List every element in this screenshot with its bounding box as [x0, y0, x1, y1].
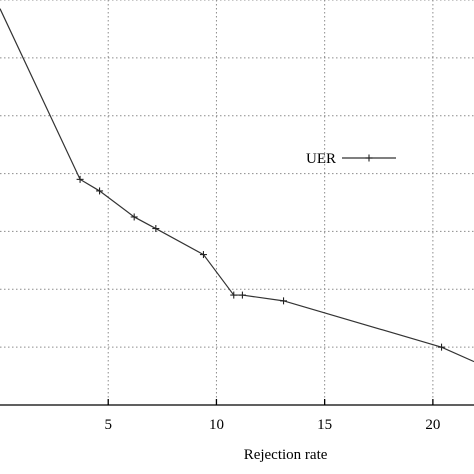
- series-layer: [0, 8, 474, 363]
- data-point-0-7: [238, 291, 246, 299]
- data-point-0-4: [152, 225, 160, 233]
- data-point-0-1: [76, 175, 84, 183]
- legend-entry-label: UER: [306, 151, 336, 167]
- series-line-0: [0, 8, 474, 363]
- data-point-0-5: [199, 251, 207, 259]
- grid-layer: [0, 0, 474, 405]
- data-point-0-2: [96, 187, 104, 195]
- x-tick-label-3: 20: [425, 417, 440, 433]
- data-point-0-3: [130, 213, 138, 221]
- x-axis-label: Rejection rate: [244, 447, 328, 463]
- data-point-0-6: [230, 291, 238, 299]
- x-tick-label-2: 15: [317, 417, 332, 433]
- data-point-0-9: [438, 343, 446, 351]
- axis-layer: 5 10 15 20: [0, 399, 474, 433]
- legend-entry-marker: [365, 154, 373, 162]
- x-tick-label-1: 10: [209, 417, 224, 433]
- data-point-0-8: [280, 297, 288, 305]
- x-tick-label-0: 5: [104, 417, 112, 433]
- legend: UER: [306, 151, 396, 167]
